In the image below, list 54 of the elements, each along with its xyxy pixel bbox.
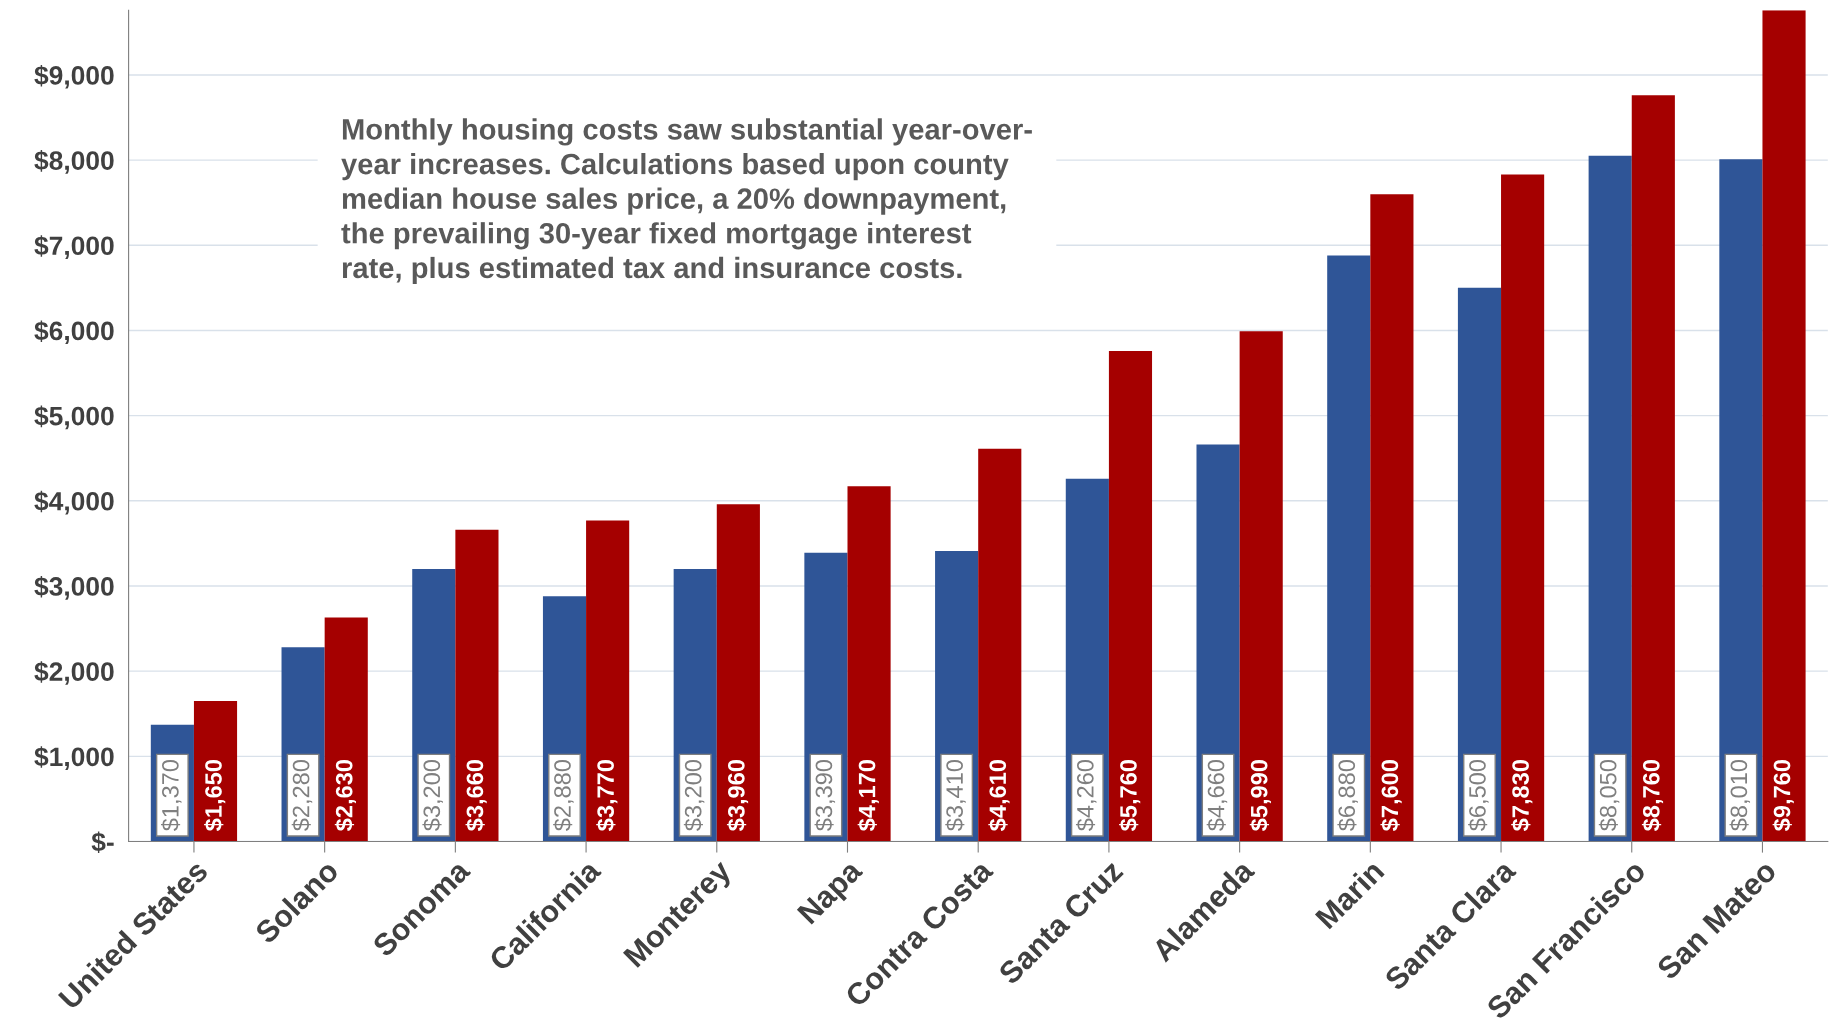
data-label: $4,660 xyxy=(1206,759,1228,832)
data-label: $8,760 xyxy=(1641,760,1664,831)
y-tick-label: $1,000 xyxy=(34,746,114,770)
data-label: $1,650 xyxy=(204,760,226,831)
data-label: $2,630 xyxy=(334,760,356,831)
bar xyxy=(1457,287,1502,842)
data-label: $3,200 xyxy=(683,759,705,832)
bar xyxy=(1108,350,1153,842)
data-label: $9,760 xyxy=(1772,760,1794,831)
data-label: $2,880 xyxy=(553,759,574,832)
annotation: Monthly housing costs saw substantial year-over- year increases. Calculations based upon county median house sales price, a 20% downpayment, the prevailing 30-year fixed mortgage interest rate, plus estimated tax and insurance costs. xyxy=(341,118,1032,285)
data-label: $5,760 xyxy=(1119,760,1141,831)
data-label: $4,260 xyxy=(1075,759,1097,832)
bar xyxy=(1719,159,1763,842)
bar xyxy=(1370,194,1414,842)
bar xyxy=(847,486,891,842)
bar xyxy=(455,529,499,842)
y-tick-label: $7,000 xyxy=(34,235,114,259)
data-label: $7,600 xyxy=(1380,760,1402,831)
bar xyxy=(716,504,760,842)
data-label: $8,050 xyxy=(1598,759,1620,832)
data-label: $6,500 xyxy=(1468,759,1489,832)
data-label: $4,170 xyxy=(857,760,879,831)
data-label: $2,280 xyxy=(291,759,313,832)
y-tick-label: $- xyxy=(91,831,114,854)
y-tick-label: $9,000 xyxy=(34,64,114,89)
data-label: $1,370 xyxy=(161,759,182,832)
bar xyxy=(1588,155,1632,842)
bar xyxy=(1239,331,1283,842)
bar xyxy=(324,617,368,842)
bar xyxy=(193,700,238,842)
data-label: $3,960 xyxy=(726,760,749,831)
data-label: $3,390 xyxy=(814,759,836,832)
y-tick-label: $5,000 xyxy=(34,405,114,430)
bar xyxy=(1501,174,1545,842)
data-label: $4,610 xyxy=(988,760,1010,831)
bar xyxy=(1327,255,1371,842)
y-tick-label: $2,000 xyxy=(34,661,114,685)
data-label: $3,410 xyxy=(945,759,966,832)
y-tick-label: $3,000 xyxy=(34,575,114,600)
data-label: $8,010 xyxy=(1729,759,1751,832)
data-label: $3,660 xyxy=(465,760,487,831)
data-label: $6,880 xyxy=(1337,759,1358,832)
y-tick-label: $6,000 xyxy=(34,320,114,345)
bar xyxy=(586,520,630,842)
bar xyxy=(1762,10,1806,842)
data-label: $5,990 xyxy=(1249,760,1271,831)
data-label: $3,200 xyxy=(422,759,443,832)
y-tick-label: $8,000 xyxy=(34,150,114,174)
bar xyxy=(1631,95,1675,842)
bar xyxy=(978,448,1022,842)
y-tick-label: $4,000 xyxy=(34,490,114,515)
data-label: $3,770 xyxy=(596,760,618,831)
data-label: $7,830 xyxy=(1511,760,1533,831)
